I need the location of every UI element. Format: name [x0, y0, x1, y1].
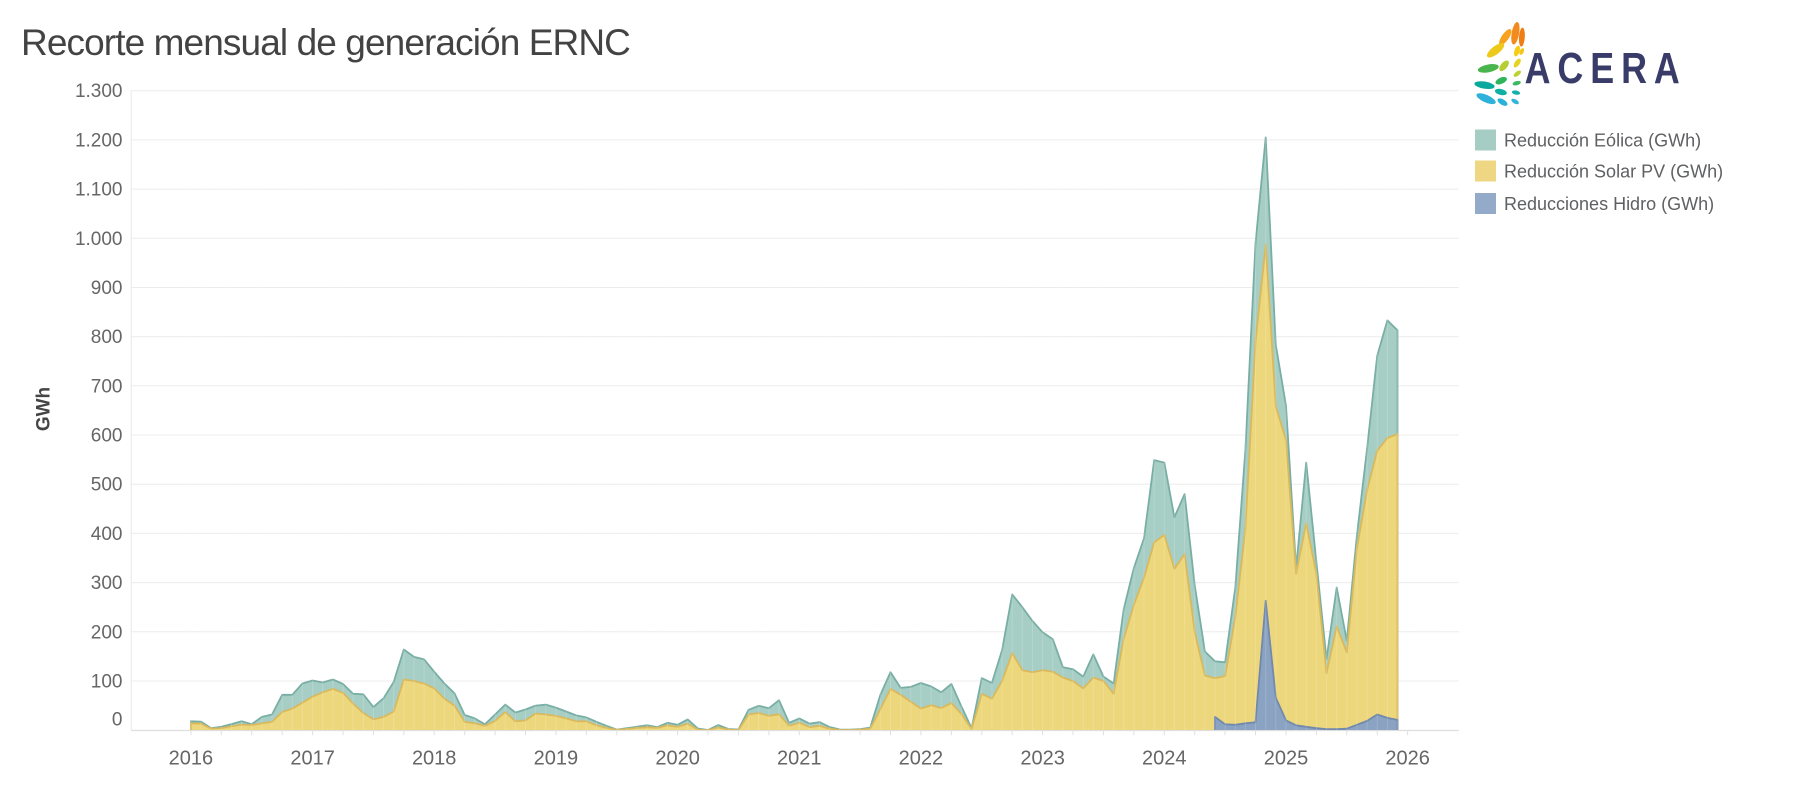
svg-text:Reducciones Hidro (GWh): Reducciones Hidro (GWh): [1504, 194, 1714, 214]
svg-text:GWh: GWh: [34, 387, 55, 431]
svg-text:2017: 2017: [290, 748, 335, 770]
svg-text:400: 400: [91, 524, 123, 545]
svg-text:800: 800: [91, 327, 123, 348]
svg-text:2024: 2024: [1142, 748, 1187, 770]
svg-text:2016: 2016: [169, 748, 214, 770]
svg-text:300: 300: [91, 573, 123, 594]
svg-text:200: 200: [91, 622, 123, 643]
svg-text:2022: 2022: [899, 748, 944, 770]
svg-text:900: 900: [91, 278, 123, 299]
svg-text:Reducción Solar PV (GWh): Reducción Solar PV (GWh): [1504, 162, 1723, 182]
svg-text:700: 700: [91, 376, 123, 397]
svg-text:1.200: 1.200: [75, 130, 123, 151]
svg-text:2018: 2018: [412, 748, 457, 770]
svg-text:600: 600: [91, 426, 123, 447]
svg-text:2023: 2023: [1020, 748, 1065, 770]
svg-text:0: 0: [112, 709, 123, 730]
svg-text:2026: 2026: [1385, 748, 1430, 770]
svg-text:500: 500: [91, 475, 123, 496]
svg-text:2020: 2020: [655, 748, 700, 770]
svg-text:100: 100: [91, 672, 123, 693]
svg-text:ACERA: ACERA: [1525, 43, 1687, 92]
svg-text:2019: 2019: [534, 748, 579, 770]
svg-text:1.300: 1.300: [75, 81, 123, 102]
svg-text:Recorte mensual de generación: Recorte mensual de generación ERNC: [21, 22, 630, 63]
svg-text:Reducción Eólica (GWh): Reducción Eólica (GWh): [1504, 131, 1701, 151]
svg-text:2025: 2025: [1264, 748, 1309, 770]
svg-text:1.100: 1.100: [75, 180, 123, 201]
svg-text:2021: 2021: [777, 748, 822, 770]
svg-text:1.000: 1.000: [75, 229, 123, 250]
